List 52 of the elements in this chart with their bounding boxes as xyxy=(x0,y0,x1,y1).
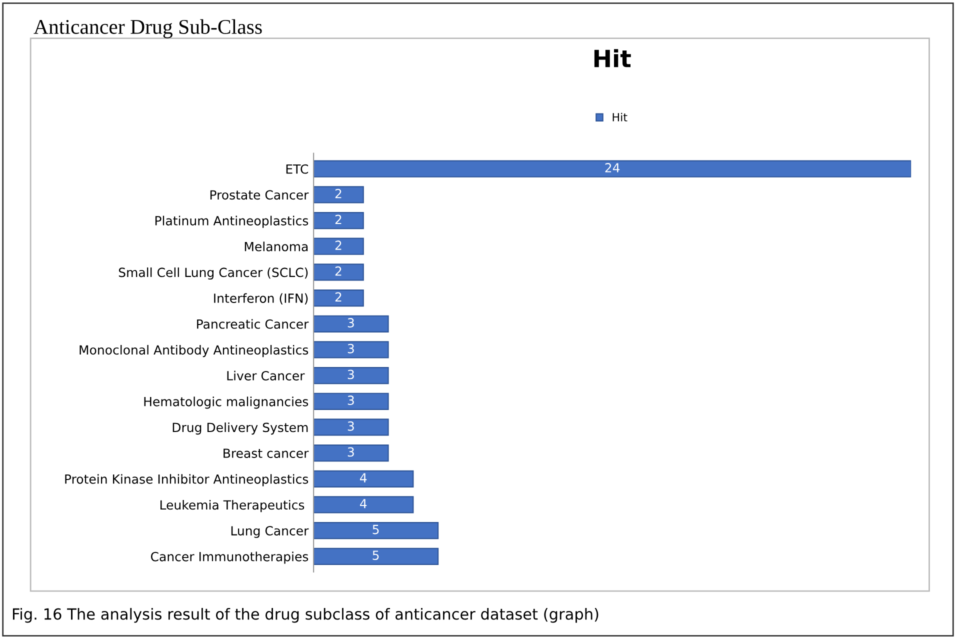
chart-title: Hit xyxy=(594,49,631,68)
y-tick-label: Protein Kinase Inhibitor Antineoplastics xyxy=(65,474,308,486)
y-tick-label: Pancreatic Cancer xyxy=(197,319,309,329)
data-label: 24 xyxy=(605,163,620,172)
y-tick-label: Small Cell Lung Cancer (SCLC) xyxy=(118,267,308,280)
y-tick-label: Platinum Antineoplastics xyxy=(155,216,308,228)
bar xyxy=(314,341,389,358)
y-tick-label: Cancer Immunotherapies xyxy=(150,552,308,564)
data-label: 3 xyxy=(348,344,354,354)
data-label: 4 xyxy=(360,499,367,508)
y-tick-label: Interferon (IFN) xyxy=(214,293,308,304)
y-tick-label: Prostate Cancer xyxy=(210,190,309,200)
y-tick-label: Breast cancer xyxy=(224,448,309,458)
bar xyxy=(314,238,364,255)
bar xyxy=(314,444,389,462)
data-label: 2 xyxy=(335,266,342,276)
y-tick-label: Liver Cancer xyxy=(227,370,305,380)
data-label: 2 xyxy=(335,240,342,250)
bar xyxy=(314,160,912,178)
bar xyxy=(314,212,364,230)
bar xyxy=(314,496,414,514)
data-label: 3 xyxy=(348,318,354,328)
y-tick-label: Drug Delivery System xyxy=(172,422,308,435)
data-label: 3 xyxy=(348,421,354,431)
bar xyxy=(314,548,439,565)
bar xyxy=(314,264,364,281)
data-label: 4 xyxy=(360,473,367,482)
y-tick-label: ETC xyxy=(286,164,308,174)
data-label: 5 xyxy=(372,550,379,560)
bar xyxy=(314,315,389,332)
text: Anticancer Drug Sub-Class xyxy=(34,19,262,38)
data-label: 3 xyxy=(348,396,354,406)
y-tick-label: Lung Cancer xyxy=(231,526,309,538)
bar xyxy=(314,392,389,410)
caption: Fig. 16 The analysis result of the drug subclass of anticancer dataset (graph) xyxy=(12,608,598,623)
y-tick-label: Monoclonal Antibody Antineoplastics xyxy=(80,344,308,358)
bar xyxy=(314,366,389,384)
data-label: 5 xyxy=(372,524,379,534)
data-label: 2 xyxy=(335,214,342,224)
y-tick-label: Leukemia Therapeutics xyxy=(160,500,304,512)
data-label: 2 xyxy=(335,292,342,302)
bar xyxy=(314,186,364,204)
data-label: 2 xyxy=(335,188,342,198)
data-label: 3 xyxy=(348,447,354,457)
bar xyxy=(314,418,389,436)
y-tick-label: Hematologic malignancies xyxy=(144,396,308,409)
legend-label: Hit xyxy=(612,112,628,122)
bar xyxy=(314,522,439,540)
y-tick-label: Melanoma xyxy=(244,242,308,252)
data-label: 3 xyxy=(348,370,354,380)
bar xyxy=(314,289,364,307)
bar xyxy=(314,470,414,488)
